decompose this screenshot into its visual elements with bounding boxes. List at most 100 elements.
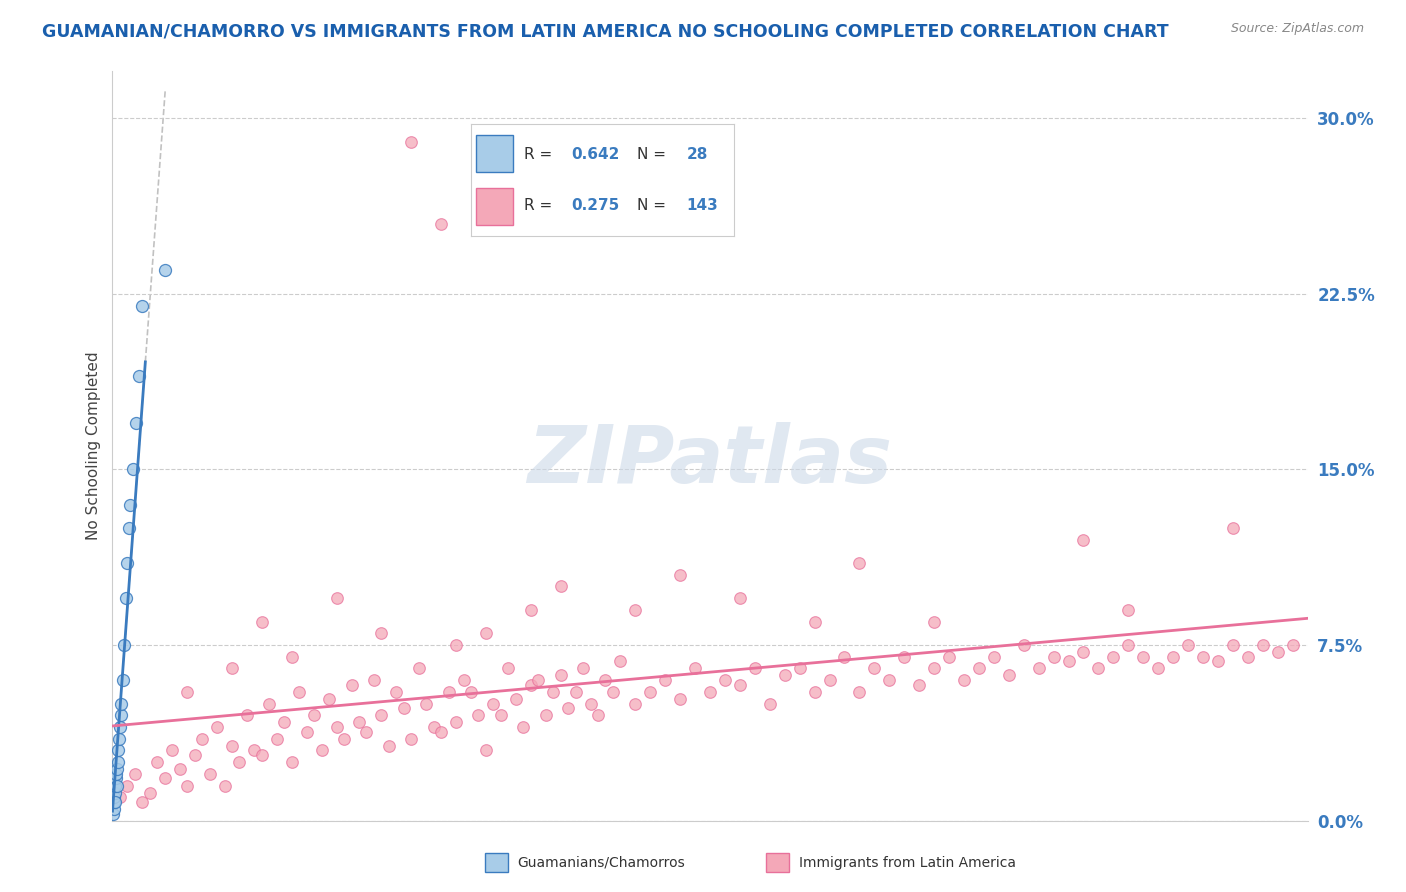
Point [1177,638,1199,652]
Point [728,678,751,692]
Point [541,685,564,699]
Point [938,649,960,664]
Point [347,715,370,730]
Point [714,673,737,688]
Point [550,668,572,682]
Point [108,731,131,746]
Point [624,697,647,711]
Point [489,708,512,723]
Point [908,678,931,692]
Point [557,701,579,715]
Point [1281,638,1303,652]
Point [602,685,624,699]
Point [114,638,135,652]
Point [118,521,141,535]
Point [430,217,453,231]
Point [803,685,825,699]
Point [467,708,489,723]
Point [117,556,139,570]
Point [176,685,198,699]
Point [498,661,520,675]
Point [111,673,134,688]
Point [198,767,221,781]
Point [586,708,609,723]
Point [572,661,595,675]
Point [1087,661,1109,675]
Point [848,556,870,570]
Point [169,762,191,776]
Point [221,739,243,753]
Point [789,661,811,675]
Point [893,649,915,664]
Point [848,685,870,699]
Point [437,685,460,699]
Point [356,724,378,739]
Point [385,685,408,699]
Point [922,615,945,629]
Text: Source: ZipAtlas.com: Source: ZipAtlas.com [1230,22,1364,36]
Point [669,567,692,582]
Point [595,673,617,688]
Point [1073,533,1095,547]
Point [117,779,139,793]
Point [863,661,886,675]
Point [302,708,325,723]
Point [534,708,557,723]
Point [453,673,475,688]
Point [1222,521,1244,535]
Point [243,743,266,757]
Point [281,649,304,664]
Point [550,580,572,594]
Point [520,603,543,617]
Point [640,685,662,699]
Point [967,661,990,675]
Point [728,591,751,606]
Point [370,708,392,723]
Text: ZIPatlas: ZIPatlas [527,422,893,500]
Point [139,786,162,800]
Point [104,786,127,800]
Point [444,715,467,730]
Point [1102,649,1125,664]
Point [107,755,129,769]
Point [124,767,146,781]
Point [1206,655,1229,669]
Point [153,263,176,277]
Text: Guamanians/Chamorros: Guamanians/Chamorros [517,855,685,870]
Point [110,697,132,711]
Y-axis label: No Schooling Completed: No Schooling Completed [86,351,101,541]
Point [922,661,945,675]
Point [744,661,766,675]
Point [363,673,385,688]
Point [110,708,132,723]
Point [103,806,125,821]
Point [221,661,243,675]
Point [759,697,782,711]
Point [564,685,586,699]
Point [475,626,498,640]
Point [1161,649,1184,664]
Point [1147,661,1170,675]
Point [273,715,295,730]
Point [505,692,527,706]
Point [520,678,543,692]
Point [128,368,150,383]
Point [609,655,631,669]
Point [104,795,127,809]
Point [311,743,333,757]
Point [125,416,148,430]
Point [460,685,482,699]
Point [340,678,363,692]
Point [983,649,1005,664]
Point [1012,638,1035,652]
Point [146,755,169,769]
Point [699,685,721,699]
Point [266,731,288,746]
Point [131,298,153,313]
Point [1132,649,1154,664]
Point [512,720,534,734]
Point [444,638,467,652]
Point [818,673,841,688]
Point [624,603,647,617]
Point [803,615,825,629]
